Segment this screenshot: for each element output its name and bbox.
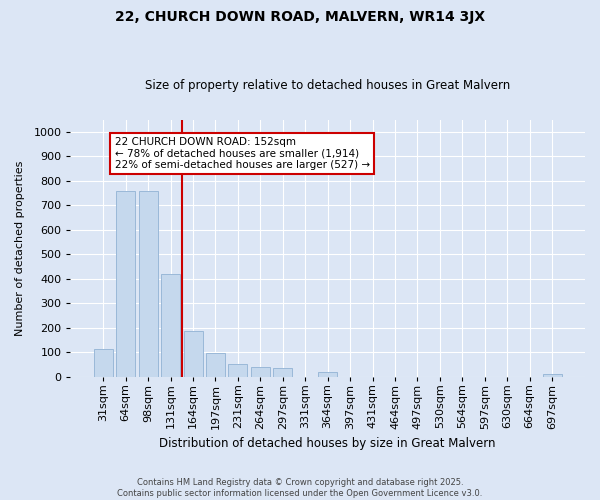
Bar bbox=[116, 190, 135, 376]
Bar bbox=[206, 354, 225, 376]
Bar bbox=[251, 367, 270, 376]
Y-axis label: Number of detached properties: Number of detached properties bbox=[15, 160, 25, 336]
Bar bbox=[161, 274, 180, 376]
Text: 22, CHURCH DOWN ROAD, MALVERN, WR14 3JX: 22, CHURCH DOWN ROAD, MALVERN, WR14 3JX bbox=[115, 10, 485, 24]
Bar bbox=[94, 349, 113, 376]
Text: 22 CHURCH DOWN ROAD: 152sqm
← 78% of detached houses are smaller (1,914)
22% of : 22 CHURCH DOWN ROAD: 152sqm ← 78% of det… bbox=[115, 136, 370, 170]
Bar bbox=[273, 368, 292, 376]
Text: Contains HM Land Registry data © Crown copyright and database right 2025.
Contai: Contains HM Land Registry data © Crown c… bbox=[118, 478, 482, 498]
Bar bbox=[542, 374, 562, 376]
Bar bbox=[184, 332, 203, 376]
Bar bbox=[229, 364, 247, 376]
Bar bbox=[139, 190, 158, 376]
X-axis label: Distribution of detached houses by size in Great Malvern: Distribution of detached houses by size … bbox=[160, 437, 496, 450]
Bar bbox=[318, 372, 337, 376]
Title: Size of property relative to detached houses in Great Malvern: Size of property relative to detached ho… bbox=[145, 79, 511, 92]
